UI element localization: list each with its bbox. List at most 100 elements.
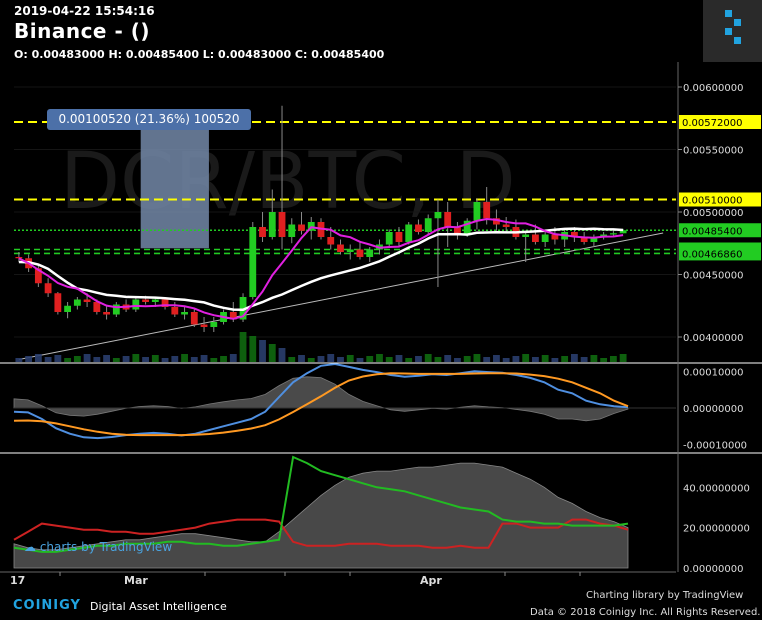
candle-body [229,312,237,320]
volume-bar [200,355,208,362]
measure-range-box [140,122,209,249]
candle-body [44,283,52,294]
volume-bar [15,358,23,362]
candle-body [288,224,296,237]
tradingview-badge-text: charts by TradingView [39,540,173,554]
time-tick-label: Apr [420,574,442,587]
candle-body [395,232,403,242]
volume-bar [112,358,120,362]
volume-bar [151,355,159,362]
volume-bar [502,358,510,362]
price-label-tag [679,246,761,261]
candle-body [570,232,578,237]
volume-bar [142,357,149,362]
volume-bar [210,358,218,362]
time-tick-label: 17 [10,574,25,587]
volume-bar [44,357,52,362]
dmi-tick-label: 0.00000000 [683,564,743,575]
measure-label: 0.00100520 (21.36%) 100520 [47,109,251,130]
candle-body [34,268,42,284]
price-label-tag [679,192,761,207]
footer-library[interactable]: Charting library by TradingView [586,590,744,601]
footer-brand[interactable]: COINIGY [13,598,81,613]
tradingview-badge[interactable]: ☁ charts by TradingView [24,540,172,554]
dmi-pane[interactable] [13,455,629,569]
candle-body [190,312,198,325]
candle-body [405,224,413,242]
volume-bar [259,340,266,362]
ma-slow-line [18,227,624,312]
ohlc-readout: O: 0.00483000 H: 0.00485400 L: 0.0048300… [14,48,385,61]
volume-bar [415,356,422,362]
volume-bar [619,354,627,362]
price-tick-label: 0.00600000 [683,83,743,94]
volume-bar [220,356,227,362]
candle-body [473,202,481,221]
price-label-text: 0.00485400 [682,226,742,237]
ma-fast-line [18,217,624,320]
candle-body [268,212,276,237]
volume-bar [600,358,608,362]
volume-bar [83,354,91,362]
price-tick-label: 0.00400000 [683,333,743,344]
volume-bar [190,357,198,362]
volume-bar [278,348,286,362]
volume-bar [483,357,491,362]
volume-bar [132,354,140,362]
price-axis[interactable]: 0.00600000 0.00550000 0.00500000 0.00450000… [0,62,762,575]
main-price-pane[interactable] [14,86,676,362]
volume-bar [337,357,344,362]
volume-bar [473,354,481,362]
candle-body [73,299,81,306]
volume-bar [570,354,578,362]
price-label-text: 0.00510000 [682,196,742,207]
candle-body [493,218,500,225]
candle-body [278,212,286,237]
candle-body [590,237,598,242]
macd-pane[interactable] [13,362,676,440]
volume-bar [181,354,188,362]
macd-tick-label: 0.00010000 [683,367,743,378]
volume-bar [288,357,296,362]
volume-bar [444,355,452,362]
candle-body [483,202,491,219]
volume-bar [327,354,335,362]
volume-bar [424,354,432,362]
candle-body [366,249,374,257]
candle-body [424,218,432,232]
price-tick-label: 0.00500000 [683,208,743,219]
candle-body [249,227,257,297]
volume-bar [93,357,101,362]
macd-line [13,362,629,440]
candle-body [541,234,549,242]
volume-bar [522,354,530,362]
volume-bar [512,356,520,362]
candle-body [259,227,266,237]
candle-body [15,257,23,259]
candle-body [54,293,62,312]
volume-bar [54,355,62,362]
candle-body [171,307,179,315]
volume-bar [551,358,559,362]
header-datetime: 2019-04-22 15:54:16 [14,4,155,18]
price-tick-label: 0.00450000 [683,271,743,282]
candle-body [151,299,159,302]
volume-bar [239,332,247,362]
footer-copyright: Data © 2018 Coinigy Inc. All Rights Rese… [530,607,761,618]
volume-bar [64,358,72,362]
candle-body [444,212,452,227]
coinigy-logo-icon[interactable] [703,0,762,62]
di-plus-line [13,455,629,553]
volume-bar [317,356,325,362]
candle-body [103,312,110,315]
volume-bar [249,336,257,362]
candle-body [385,232,393,245]
volume-bar [385,357,393,362]
volume-bar [34,354,42,362]
candle-body [609,233,617,235]
dmi-tick-label: 40.00000000 [683,483,750,494]
volume-bar [346,355,354,362]
time-axis[interactable]: 17 Mar Apr [10,572,581,587]
volume-bar [395,355,403,362]
